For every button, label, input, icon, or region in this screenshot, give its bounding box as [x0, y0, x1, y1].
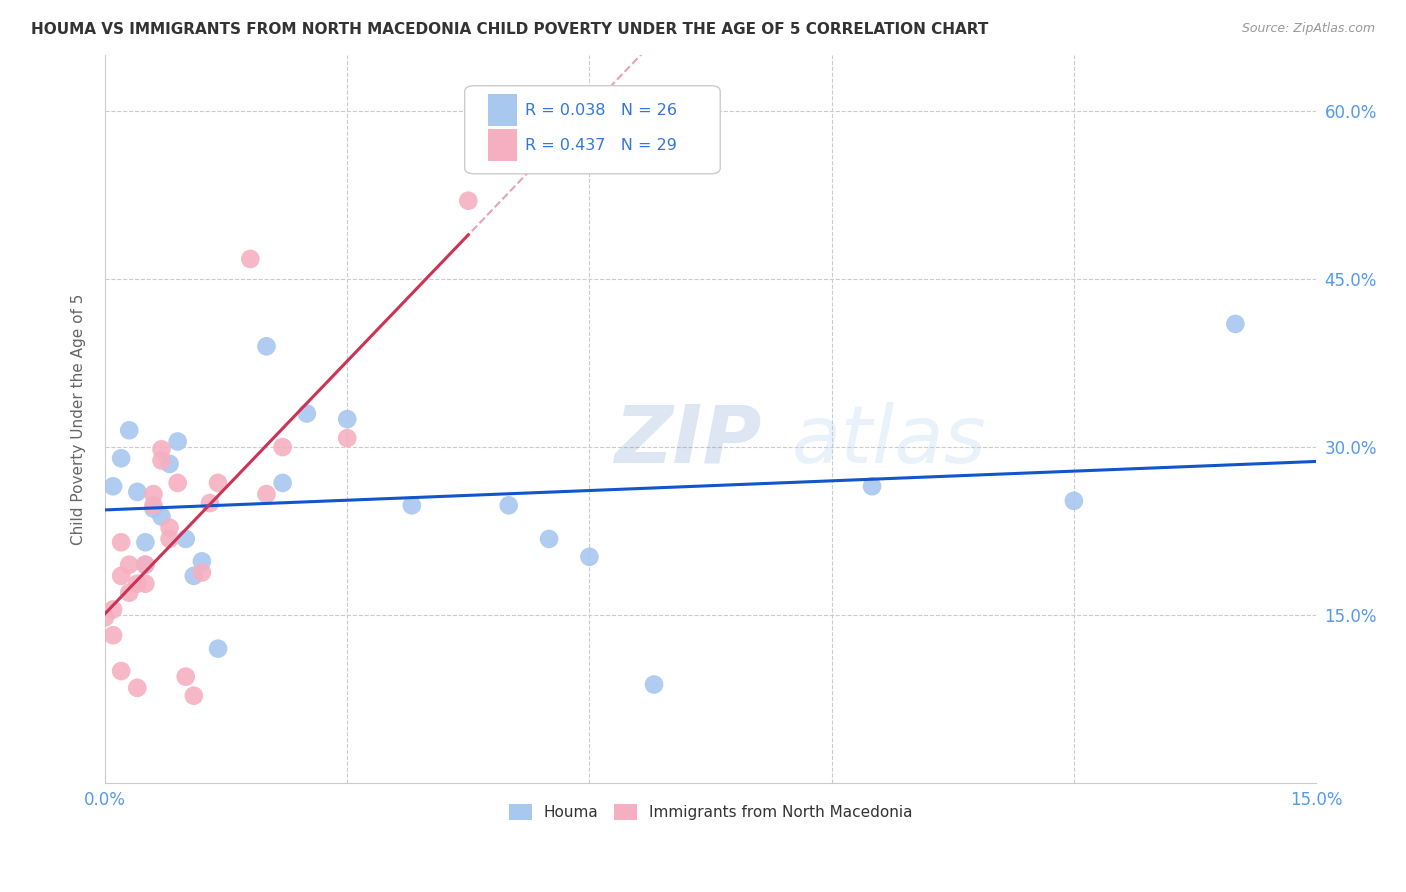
Point [110, 535, 132, 549]
Point [110, 664, 132, 678]
Point [150, 442, 173, 457]
Text: Source: ZipAtlas.com: Source: ZipAtlas.com [1241, 22, 1375, 36]
Point [191, 554, 214, 568]
Point [142, 499, 165, 513]
Y-axis label: Child Poverty Under the Age of 5: Child Poverty Under the Age of 5 [72, 293, 86, 545]
Point [295, 407, 318, 421]
Point [101, 479, 124, 493]
Point [271, 440, 294, 454]
Text: R = 0.038   N = 26: R = 0.038 N = 26 [526, 103, 678, 118]
Point [94, 610, 117, 624]
Text: atlas: atlas [792, 402, 987, 480]
Point [101, 628, 124, 642]
Text: R = 0.437   N = 29: R = 0.437 N = 29 [526, 138, 678, 153]
Point [183, 569, 205, 583]
Point [127, 484, 149, 499]
Point [134, 558, 156, 572]
Point [578, 549, 600, 564]
Point [336, 431, 359, 445]
Point [860, 479, 883, 493]
Point [159, 521, 181, 535]
Point [134, 558, 156, 572]
Point [207, 641, 229, 656]
Point [118, 423, 141, 437]
Point [207, 475, 229, 490]
FancyBboxPatch shape [488, 95, 517, 127]
Point [198, 496, 221, 510]
Point [134, 576, 156, 591]
Point [166, 475, 188, 490]
Point [239, 252, 262, 266]
Point [118, 558, 141, 572]
Point [336, 412, 359, 426]
Point [191, 566, 214, 580]
Point [110, 569, 132, 583]
Point [643, 677, 665, 691]
Point [142, 487, 165, 501]
Point [256, 339, 278, 353]
Point [101, 602, 124, 616]
Legend: Houma, Immigrants from North Macedonia: Houma, Immigrants from North Macedonia [502, 798, 918, 826]
FancyBboxPatch shape [488, 129, 517, 161]
Point [183, 689, 205, 703]
Point [118, 585, 141, 599]
Point [159, 457, 181, 471]
Point [174, 532, 197, 546]
Point [174, 670, 197, 684]
Point [150, 453, 173, 467]
Point [457, 194, 479, 208]
Text: ZIP: ZIP [613, 402, 761, 480]
Point [256, 487, 278, 501]
Point [142, 501, 165, 516]
Point [401, 499, 423, 513]
FancyBboxPatch shape [465, 86, 720, 174]
Point [166, 434, 188, 449]
Point [1225, 317, 1247, 331]
Point [159, 532, 181, 546]
Point [127, 576, 149, 591]
Point [110, 451, 132, 466]
Point [498, 499, 520, 513]
Point [150, 509, 173, 524]
Text: HOUMA VS IMMIGRANTS FROM NORTH MACEDONIA CHILD POVERTY UNDER THE AGE OF 5 CORREL: HOUMA VS IMMIGRANTS FROM NORTH MACEDONIA… [31, 22, 988, 37]
Point [271, 475, 294, 490]
Point [538, 532, 561, 546]
Point [134, 535, 156, 549]
Point [1063, 493, 1085, 508]
Point [127, 681, 149, 695]
